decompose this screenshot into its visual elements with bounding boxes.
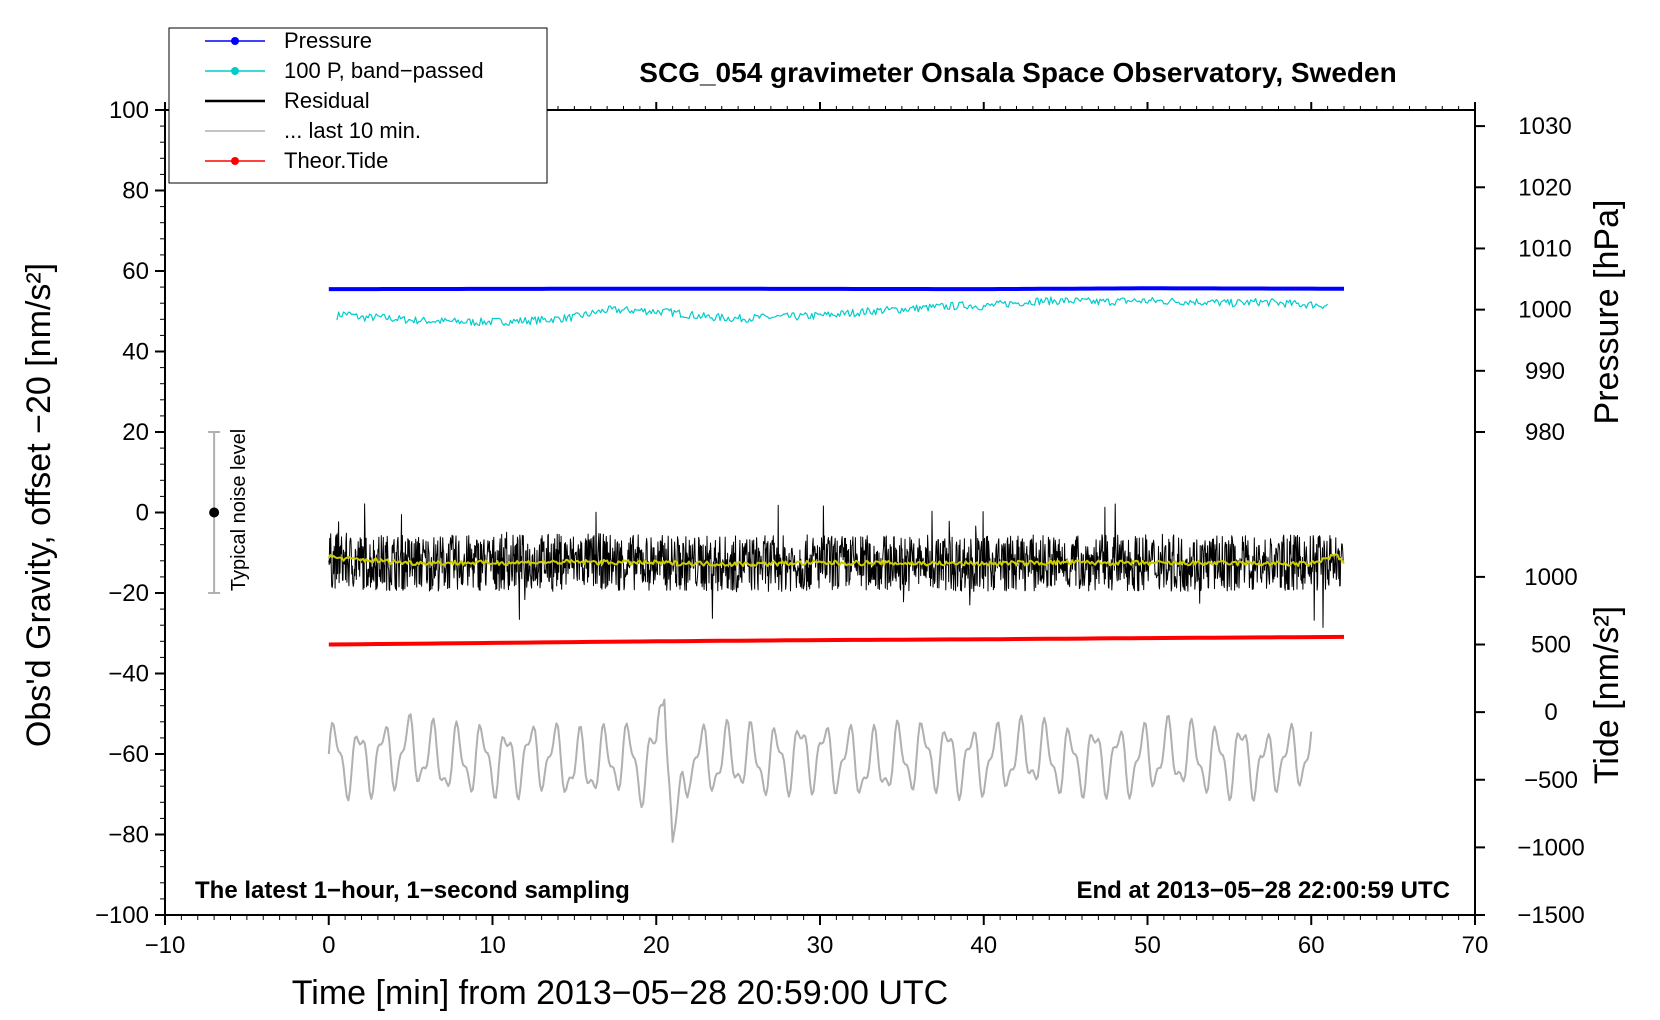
- legend-swatch-marker: [231, 67, 239, 75]
- y-tick-label: −100: [95, 902, 149, 929]
- series-line-2: [328, 503, 1345, 628]
- tide-tick-label: −1000: [1517, 834, 1584, 861]
- y-tick-label: −80: [108, 822, 149, 849]
- series-line-3: [327, 553, 1345, 568]
- y-axis-title-pressure: Pressure [hPa]: [1588, 200, 1626, 425]
- x-tick-label: 10: [479, 932, 506, 959]
- noise-level-label: Typical noise level: [228, 429, 250, 591]
- chart-title: SCG_054 gravimeter Onsala Space Observat…: [639, 57, 1396, 88]
- x-tick-label: 40: [970, 932, 997, 959]
- series-line-4: [327, 698, 1313, 843]
- plot-frame: [164, 109, 1476, 916]
- sampling-note: The latest 1−hour, 1−second sampling: [195, 877, 630, 904]
- legend: Pressure 100 P, band−passed Residual ... la…: [168, 27, 548, 184]
- x-tick-label: 20: [643, 932, 670, 959]
- legend-label: Pressure: [284, 28, 372, 53]
- y-tick-label: −60: [108, 741, 149, 768]
- legend-box: [168, 27, 548, 184]
- series-line-5: [328, 634, 1345, 647]
- x-tick-label: 50: [1134, 932, 1161, 959]
- y-axis-title-left: Obs'd Gravity, offset −20 [nm/s²]: [20, 263, 58, 747]
- y-axis-title-tide: Tide [nm/s²]: [1588, 606, 1626, 784]
- y-tick-label: 20: [122, 419, 149, 446]
- series-line-0: [328, 286, 1344, 292]
- pressure-tick-label: 1030: [1518, 113, 1571, 140]
- series-layer: [327, 286, 1345, 843]
- tide-tick-label: −500: [1524, 767, 1578, 794]
- legend-label: ... last 10 min.: [284, 118, 421, 143]
- y-tick-label: 80: [122, 178, 149, 205]
- y-tick-label: −20: [108, 580, 149, 607]
- x-tick-label: 60: [1298, 932, 1325, 959]
- pressure-tick-label: 1010: [1518, 235, 1571, 262]
- x-axis-title: Time [min] from 2013−05−28 20:59:00 UTC: [292, 974, 948, 1012]
- legend-swatch-marker: [231, 37, 239, 45]
- y-tick-label: 0: [136, 500, 149, 527]
- noise-level-indicator: Typical noise level: [208, 429, 250, 594]
- x-tick-label: 70: [1462, 932, 1489, 959]
- legend-swatch-marker: [231, 157, 239, 165]
- pressure-tick-label: 990: [1525, 358, 1565, 385]
- y-tick-label: 40: [122, 339, 149, 366]
- tide-tick-label: 0: [1544, 699, 1557, 726]
- legend-items: Pressure 100 P, band−passed Residual ... la…: [205, 28, 484, 173]
- y-tick-label: 100: [109, 97, 149, 124]
- axes-layer: −10 0 10 20 30 40 50 60 70−100−80−60−40−20020406…: [95, 97, 1585, 959]
- pressure-tick-label: 1020: [1518, 174, 1571, 201]
- x-tick-label: −10: [145, 932, 186, 959]
- legend-label: 100 P, band−passed: [284, 58, 484, 83]
- legend-label: Theor.Tide: [284, 148, 388, 173]
- pressure-tick-label: 980: [1525, 419, 1565, 446]
- tide-tick-label: 500: [1531, 632, 1571, 659]
- series-line-1: [336, 296, 1329, 327]
- x-tick-label: 0: [322, 932, 335, 959]
- y-tick-label: −40: [108, 661, 149, 688]
- y-tick-label: 60: [122, 258, 149, 285]
- noise-center-dot: [209, 507, 220, 518]
- legend-label: Residual: [284, 88, 370, 113]
- end-time-note: End at 2013−05−28 22:00:59 UTC: [1076, 877, 1450, 904]
- x-tick-label: 30: [807, 932, 834, 959]
- tide-tick-label: 1000: [1524, 564, 1577, 591]
- pressure-tick-label: 1000: [1518, 297, 1571, 324]
- tide-tick-label: −1500: [1517, 902, 1584, 929]
